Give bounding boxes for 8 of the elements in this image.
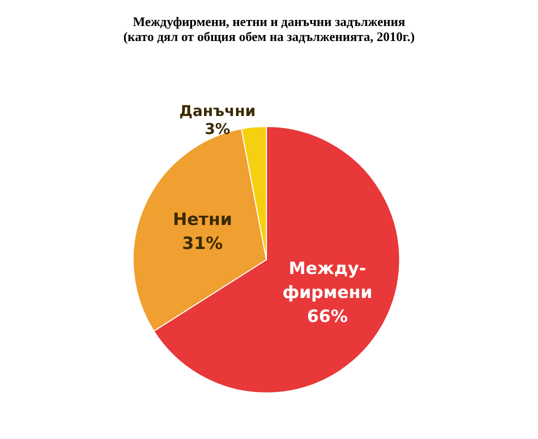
chart-subtitle: (като дял от общия обем на задълженията, 2010г.) [123, 29, 415, 44]
data-label: 66% [307, 307, 348, 328]
slice-label: Между-фирмени [282, 259, 372, 304]
data-label: 3% [204, 120, 230, 138]
slice-label: Данъчни [179, 102, 256, 120]
data-label: 31% [182, 234, 223, 254]
chart-title: Междуфирмени, нетни и данъчни задължения [132, 14, 406, 29]
slice-label: Нетни [172, 210, 232, 230]
